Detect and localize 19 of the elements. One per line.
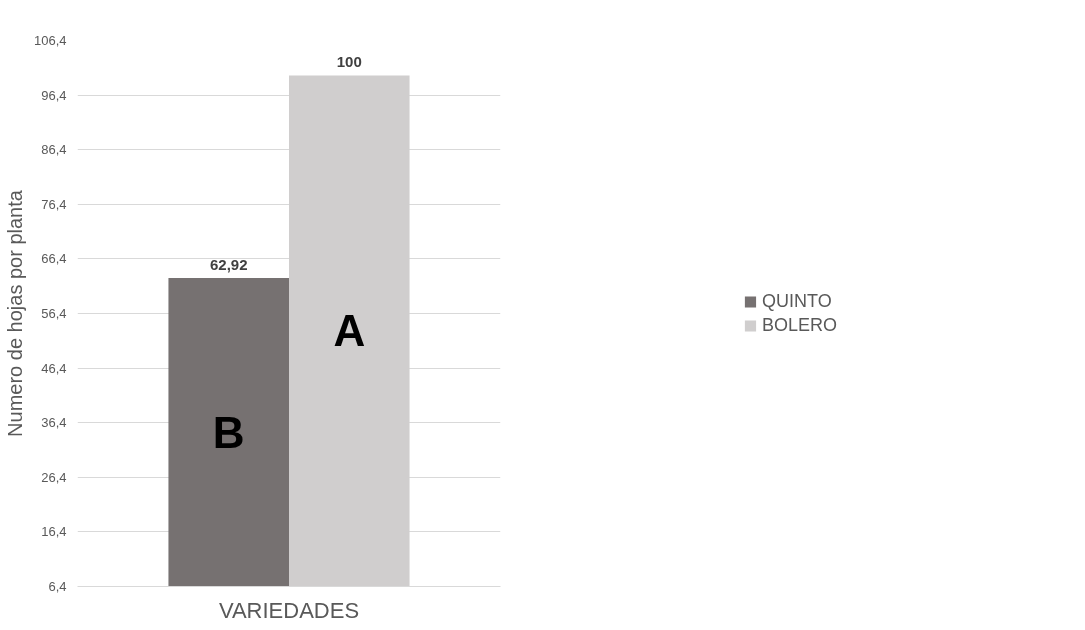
y-tick-label: 6,4 xyxy=(48,579,67,594)
y-tick-label: 66,4 xyxy=(41,251,67,267)
y-tick-label: 26,4 xyxy=(41,469,67,485)
y-tick-label: 16,4 xyxy=(41,524,67,540)
legend-label: QUINTO xyxy=(761,290,832,312)
y-tick-label: 36,4 xyxy=(41,415,67,431)
y-tick-label: 106,4 xyxy=(33,33,67,48)
data-label: 62,92 xyxy=(209,255,248,273)
annotation: A xyxy=(333,306,366,356)
annotation: B xyxy=(212,407,245,457)
y-tick-label: 56,4 xyxy=(41,306,67,321)
y-tick-label: 46,4 xyxy=(41,360,67,376)
data-label: 100 xyxy=(336,53,362,71)
x-axis-title: VARIEDADES xyxy=(218,597,360,623)
y-axis-title: Numero de hojas por planta xyxy=(3,189,26,437)
y-tick-label: 96,4 xyxy=(41,87,67,103)
y-tick-label: 86,4 xyxy=(41,142,67,158)
y-tick-label: 76,4 xyxy=(41,196,67,212)
legend-label: BOLERO xyxy=(761,314,838,336)
